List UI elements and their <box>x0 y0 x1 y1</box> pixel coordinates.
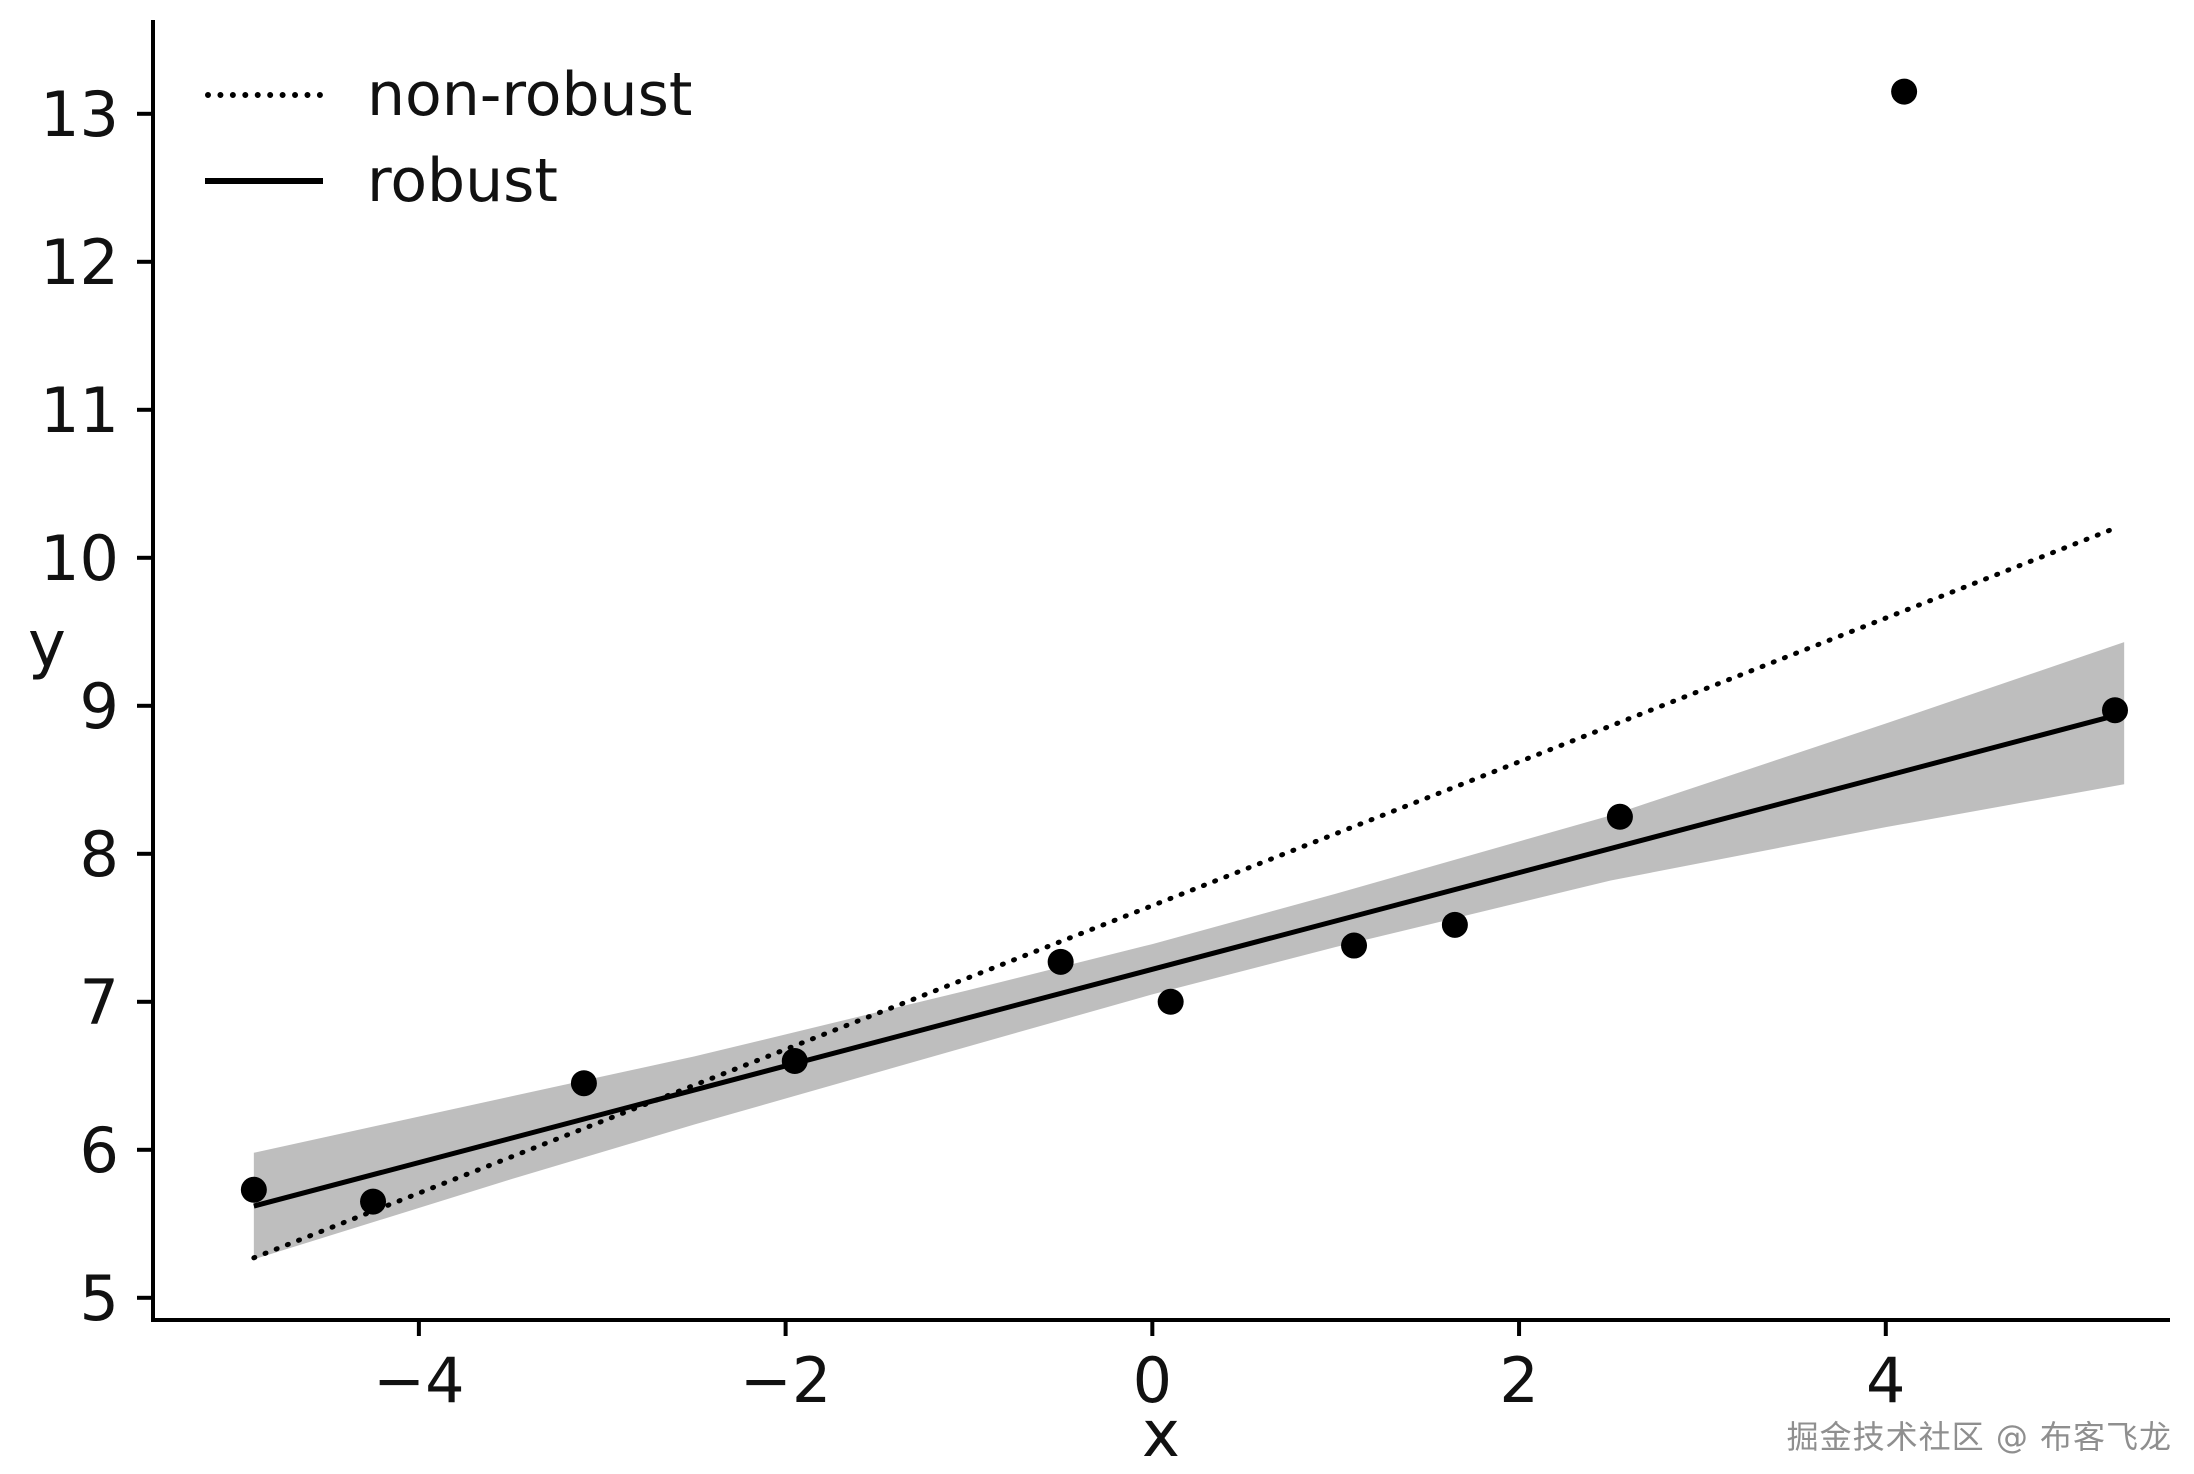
confidence-band <box>253 642 2125 1260</box>
y-tick-label: 13 <box>40 78 119 151</box>
legend-item-nonrobust: non-robust <box>205 62 692 128</box>
y-tick-label: 6 <box>80 1114 119 1187</box>
legend-item-robust: robust <box>205 148 692 214</box>
data-point <box>781 1048 808 1074</box>
x-tick-label: −4 <box>373 1344 464 1417</box>
x-tick-label: 4 <box>1866 1344 1905 1417</box>
solid-line-sample <box>205 178 323 184</box>
y-tick-label: 9 <box>80 670 119 743</box>
data-point <box>570 1070 597 1097</box>
data-point <box>1047 948 1074 975</box>
y-tick-label: 11 <box>40 374 119 447</box>
y-tick-label: 12 <box>40 226 119 299</box>
watermark: 掘金技术社区 @ 布客飞龙 <box>1786 1418 2172 1456</box>
x-tick-label: 0 <box>1133 1344 1172 1417</box>
data-point <box>1606 803 1633 830</box>
legend-label-nonrobust: non-robust <box>367 60 693 130</box>
x-axis-label: x <box>1142 1398 1180 1472</box>
y-tick-label: 7 <box>80 966 119 1039</box>
legend-label-robust: robust <box>367 146 558 216</box>
data-point <box>1341 932 1368 959</box>
data-point <box>1157 988 1184 1015</box>
x-tick-label: 2 <box>1499 1344 1538 1417</box>
y-tick-label: 10 <box>40 522 119 595</box>
data-point <box>2101 697 2128 724</box>
nonrobust-regression-line <box>251 525 2118 1261</box>
y-tick-label: 5 <box>80 1262 119 1335</box>
data-point <box>240 1176 267 1203</box>
data-point <box>1441 911 1468 938</box>
data-point <box>1891 78 1918 105</box>
robust-regression-line <box>253 710 2125 1209</box>
legend: non-robust robust <box>205 62 692 214</box>
data-point <box>360 1188 387 1215</box>
y-axis-label: y <box>28 608 66 682</box>
dotted-line-sample <box>205 92 323 98</box>
x-tick-label: −2 <box>740 1344 831 1417</box>
y-tick-label: 8 <box>80 818 119 891</box>
